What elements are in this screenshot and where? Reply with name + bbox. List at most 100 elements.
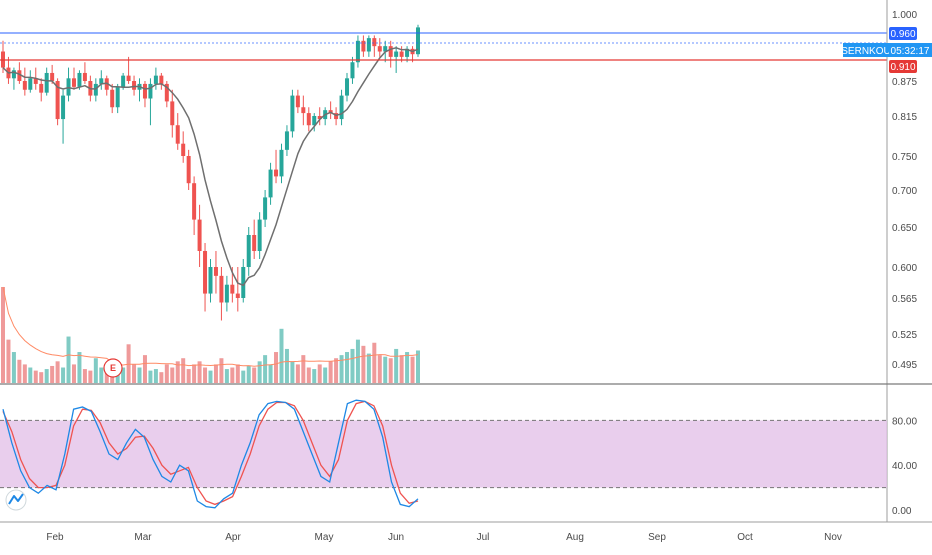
volume-bar <box>416 350 420 383</box>
volume-bar <box>339 355 344 383</box>
volume-bar <box>235 364 240 383</box>
volume-bar <box>317 364 322 383</box>
volume-bar <box>50 365 55 383</box>
price-tick-label: 0.815 <box>892 112 917 123</box>
volume-bar <box>345 352 350 383</box>
resistance-price-badge: 0.960 <box>889 27 917 40</box>
volume-bar <box>306 367 311 383</box>
volume-bar <box>88 370 93 383</box>
volume-bar <box>274 352 279 383</box>
price-tick-label: 0.700 <box>892 186 917 197</box>
volume-bar <box>268 364 273 383</box>
volume-bar <box>11 352 16 383</box>
volume-bar <box>197 361 202 383</box>
candle-body <box>175 125 180 144</box>
candle-body <box>366 38 371 52</box>
candle-body <box>99 78 104 84</box>
time-tick-label: Jul <box>477 532 490 543</box>
candle-body <box>399 51 404 57</box>
candle-body <box>77 72 82 87</box>
volume-bar <box>405 352 410 383</box>
volume-bar <box>192 364 197 383</box>
volume-bar <box>323 367 328 383</box>
volume-bar <box>66 336 71 383</box>
candle-body <box>82 72 87 81</box>
time-tick-label: Apr <box>225 532 241 543</box>
volume-bar <box>6 339 11 383</box>
volume-bar <box>366 353 371 383</box>
volume-bar <box>28 367 33 383</box>
stochastic-tick-label: 40.00 <box>892 461 917 472</box>
volume-bar <box>241 370 246 383</box>
volume-bar <box>219 358 224 383</box>
candle-body <box>159 75 164 84</box>
volume-bar <box>361 345 366 383</box>
candle-body <box>39 83 44 93</box>
moving-average-line <box>2 47 419 287</box>
price-tick-label: 0.565 <box>892 294 917 305</box>
candle-body <box>274 169 279 177</box>
candle-body <box>334 113 339 120</box>
time-axis-ticks: Feb Mar Apr May Jun Jul Aug Sep Oct Nov <box>46 532 842 543</box>
volume-bar <box>410 356 415 383</box>
volume-bar <box>82 369 87 383</box>
candle-body <box>405 48 410 57</box>
stochastic-band <box>0 420 887 488</box>
volume-bar <box>383 356 388 383</box>
candle-body <box>28 78 33 90</box>
candle-body <box>230 284 235 294</box>
candle-body <box>350 62 355 79</box>
price-tick-label: 0.495 <box>892 360 917 371</box>
candle-body <box>279 149 284 177</box>
volume-bar <box>1 287 5 383</box>
candle-body <box>192 183 197 220</box>
candle-body <box>295 95 300 108</box>
volume-bar <box>93 358 98 383</box>
volume-bar <box>350 348 355 383</box>
ma-path <box>2 47 419 287</box>
stochastic-tick-label: 0.00 <box>892 506 912 517</box>
volume-ma-path <box>2 286 419 367</box>
candle-body <box>55 81 60 120</box>
volume-bar <box>213 364 218 383</box>
candle-body <box>115 86 120 108</box>
support-price-label: 0.910 <box>890 62 915 73</box>
volume-bar <box>39 372 44 383</box>
candle-body <box>50 72 55 81</box>
time-tick-label: Sep <box>648 532 666 543</box>
volume-bar <box>334 358 339 383</box>
volume-bar <box>252 367 257 383</box>
symbol-label: SERNKOU <box>841 46 890 57</box>
stochastic-d-line <box>2 400 419 506</box>
price-tick-label: 0.600 <box>892 263 917 274</box>
volume-bar <box>153 369 158 383</box>
candle-body <box>71 78 76 87</box>
candle-body <box>361 40 366 52</box>
volume-bar <box>170 367 175 383</box>
candle-body <box>394 51 399 57</box>
volume-bar <box>372 342 377 383</box>
candle-body <box>377 46 382 52</box>
candle-body <box>197 219 202 251</box>
stochastic-k-line <box>2 399 419 509</box>
candle-body <box>142 83 147 99</box>
volume-bar <box>263 355 268 383</box>
price-tick-label: 1.000 <box>892 10 917 21</box>
candle-body <box>268 169 273 198</box>
price-axis-ticks: 1.000 0.875 0.815 0.750 0.700 0.650 0.600 0.565… <box>892 10 917 371</box>
volume-bar <box>355 339 360 383</box>
earnings-marker[interactable]: E <box>103 358 123 378</box>
resistance-price-label: 0.960 <box>890 29 915 40</box>
volume-bar <box>126 344 131 383</box>
stochastic-tick-label: 80.00 <box>892 416 917 427</box>
volume-bar <box>99 367 104 383</box>
volume-bar <box>159 372 164 383</box>
candle-body <box>339 95 344 120</box>
tradingview-logo-icon[interactable] <box>5 489 27 511</box>
support-price-badge: 0.910 <box>889 60 917 73</box>
volume-bar <box>301 355 306 383</box>
volume-bar <box>388 358 393 383</box>
candle-body <box>33 78 38 84</box>
candle-body <box>17 70 22 81</box>
volume-bar <box>142 355 147 383</box>
